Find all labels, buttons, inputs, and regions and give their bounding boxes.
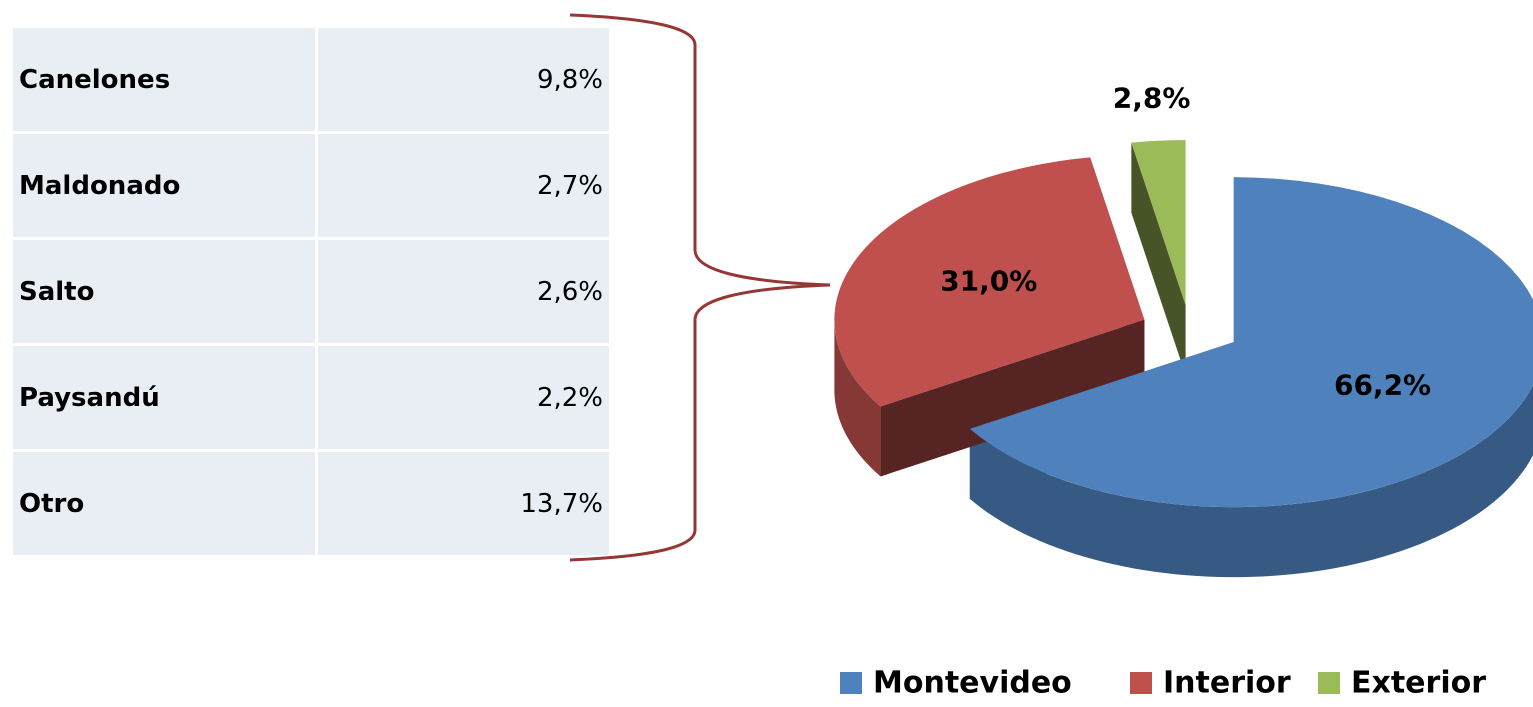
pie-inner-wall (880, 319, 1145, 477)
data-label: 31,0% (940, 265, 1037, 298)
pie-outer-wall (969, 385, 1533, 578)
region-name: Salto (10, 237, 318, 346)
region-share: 2,6% (315, 237, 612, 346)
pie-slice (1131, 140, 1186, 306)
table-row: Paysandú 2,2% (10, 343, 612, 452)
legend-swatch (1130, 672, 1152, 694)
region-share: 9,8% (315, 25, 612, 134)
region-name: Otro (10, 449, 318, 558)
table-row: Salto 2,6% (10, 237, 612, 346)
table-row: Maldonado 2,7% (10, 131, 612, 240)
data-label: 2,8% (1113, 82, 1191, 115)
region-name: Canelones (10, 25, 318, 134)
region-share: 2,2% (315, 343, 612, 452)
legend-swatch (840, 672, 862, 694)
legend-swatch (1318, 672, 1340, 694)
data-label: 66,2% (1334, 368, 1431, 401)
pie-slice (969, 177, 1533, 508)
legend-label: Montevideo (873, 666, 1072, 701)
region-share: 2,7% (315, 131, 612, 240)
region-share: 13,7% (315, 449, 612, 558)
legend-label: Interior (1163, 666, 1291, 701)
region-table: Canelones 9,8% Maldonado 2,7% Salto 2,6% Paysa… (10, 25, 612, 558)
table-row: Otro 13,7% (10, 449, 612, 558)
pie-tops (834, 140, 1533, 508)
pie-outer-wall (834, 317, 881, 477)
legend-label: Exterior (1351, 666, 1486, 701)
table-row: Canelones 9,8% (10, 25, 612, 134)
bracket (569, 13, 831, 562)
region-name: Maldonado (10, 131, 318, 240)
pie-slice (834, 157, 1145, 407)
pie-inner-wall (1131, 142, 1186, 376)
region-name: Paysandú (10, 343, 318, 452)
